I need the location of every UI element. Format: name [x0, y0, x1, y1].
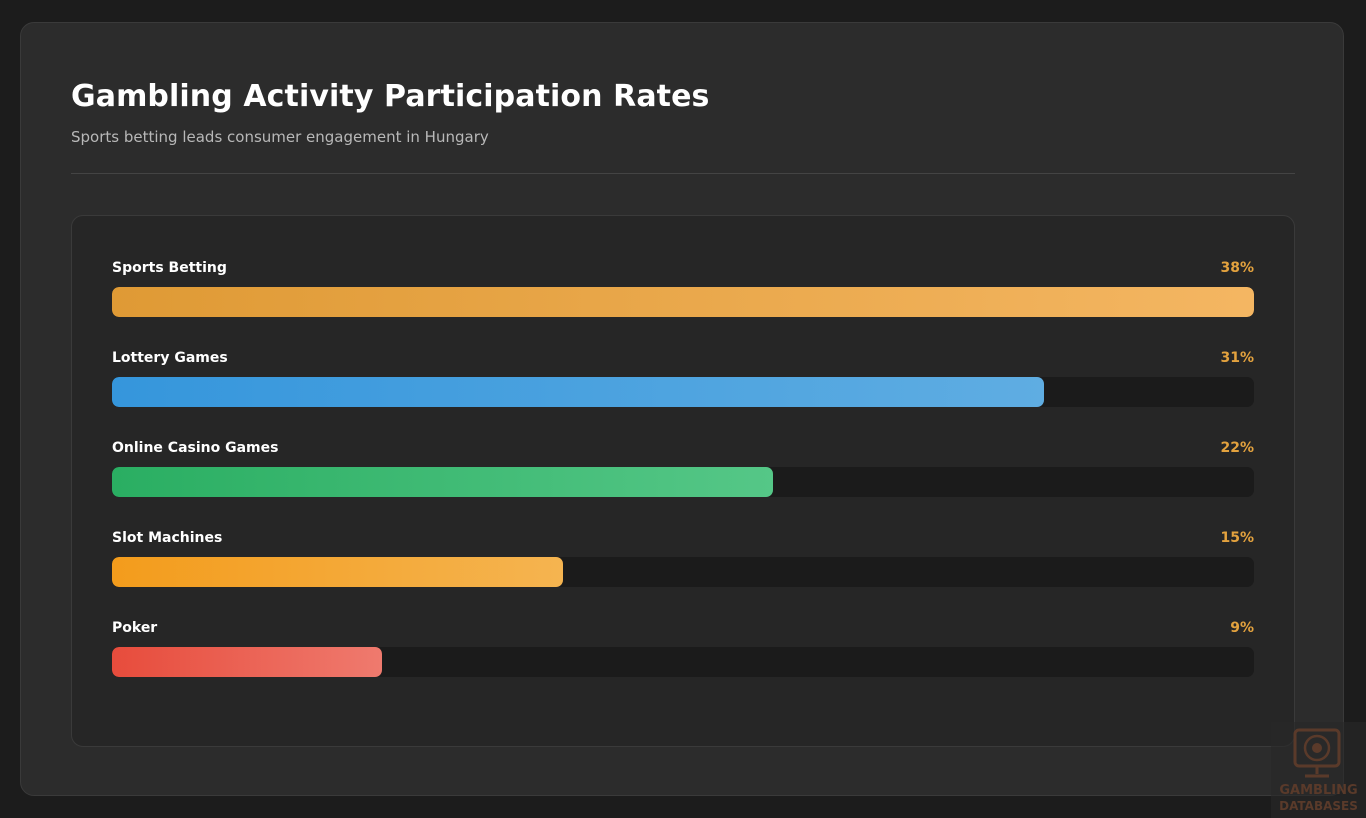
bar-row: Lottery Games 31% — [112, 348, 1254, 414]
chart-panel: Gambling Activity Participation Rates Sp… — [20, 22, 1344, 796]
bar-track — [112, 557, 1254, 587]
bar-row: Poker 9% — [112, 618, 1254, 684]
watermark-logo: GAMBLING DATABASES — [1271, 722, 1366, 818]
bar-track — [112, 647, 1254, 677]
bar-fill — [112, 647, 382, 677]
bar-value-label: 22% — [1220, 440, 1254, 456]
bar-row: Sports Betting 38% — [112, 258, 1254, 324]
watermark-text-2: DATABASES — [1279, 799, 1358, 813]
bar-track — [112, 287, 1254, 317]
bar-track — [112, 467, 1254, 497]
bar-category-label: Online Casino Games — [112, 440, 279, 456]
bar-category-label: Poker — [112, 620, 158, 636]
monitor-chip-icon — [1293, 728, 1341, 778]
page-title: Gambling Activity Participation Rates — [71, 79, 710, 114]
watermark-text-1: GAMBLING — [1279, 783, 1358, 798]
bar-row: Slot Machines 15% — [112, 528, 1254, 594]
bar-value-label: 15% — [1220, 530, 1254, 546]
bar-fill — [112, 557, 563, 587]
bar-category-label: Sports Betting — [112, 260, 227, 276]
bar-fill — [112, 287, 1254, 317]
bar-category-label: Lottery Games — [112, 350, 228, 366]
bar-chart: Sports Betting 38% Lottery Games 31% Online … — [71, 215, 1295, 747]
bar-track — [112, 377, 1254, 407]
header-divider — [71, 173, 1295, 174]
bar-fill — [112, 467, 773, 497]
page-subtitle: Sports betting leads consumer engagement… — [71, 128, 489, 146]
bar-category-label: Slot Machines — [112, 530, 223, 546]
bar-row: Online Casino Games 22% — [112, 438, 1254, 504]
bar-fill — [112, 377, 1044, 407]
bar-value-label: 38% — [1220, 260, 1254, 276]
bar-value-label: 31% — [1220, 350, 1254, 366]
bar-value-label: 9% — [1230, 620, 1254, 636]
